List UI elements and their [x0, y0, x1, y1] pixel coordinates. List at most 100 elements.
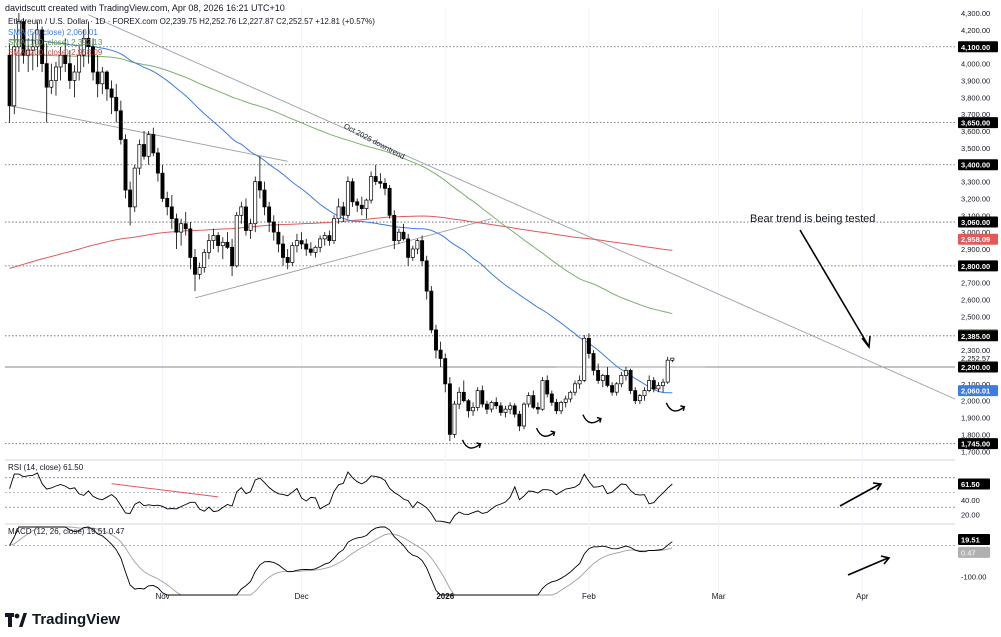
candle-body: [600, 375, 605, 381]
candle-body: [378, 181, 383, 184]
candle-body: [146, 134, 151, 157]
candle: [489, 400, 494, 413]
candle: [30, 33, 35, 71]
price-axis-label: 3,400.00: [961, 161, 990, 170]
candle: [522, 402, 526, 430]
annotation-bear-trend-tested: Bear trend is being tested: [750, 213, 875, 225]
candle-body: [619, 375, 624, 385]
candle: [350, 178, 355, 207]
candle-body: [396, 231, 401, 241]
candle-body: [332, 218, 336, 241]
price-axis-label: 2,300.00: [961, 346, 990, 355]
candle-body: [540, 380, 545, 410]
candle-body: [16, 21, 21, 48]
candle-body: [573, 383, 577, 393]
candle: [401, 223, 406, 241]
candle-body: [211, 235, 216, 241]
candle-body: [151, 134, 156, 154]
price-axis-label: 3,000.00: [961, 228, 990, 237]
candle: [77, 46, 82, 81]
candle-body: [531, 395, 536, 408]
candle: [253, 176, 258, 233]
sma100-legend[interactable]: SMA (100, close) 2,392.13: [8, 38, 103, 47]
candle: [327, 230, 332, 246]
candle: [290, 242, 295, 266]
candle-body: [605, 375, 610, 386]
candle: [642, 387, 647, 401]
candle-body: [304, 243, 309, 250]
candle: [665, 356, 670, 384]
rising-support-line: [194, 218, 492, 299]
candle: [336, 198, 341, 224]
candle-body: [633, 390, 638, 402]
price-axis-label: 4,200.00: [961, 26, 990, 35]
candle: [647, 375, 652, 393]
candle: [508, 402, 513, 415]
candle-body: [77, 54, 82, 73]
candle: [72, 65, 77, 98]
signal-axis-badge: [958, 546, 990, 558]
candle-body: [443, 358, 448, 385]
candle-body: [308, 248, 313, 253]
candle: [559, 400, 564, 415]
candle: [86, 21, 91, 64]
candle: [355, 198, 360, 212]
candle: [656, 382, 661, 393]
annotation-arrow: [799, 229, 869, 346]
candle: [471, 402, 475, 416]
candle-body: [63, 54, 68, 64]
candle-body: [661, 381, 665, 386]
candle-body: [169, 206, 174, 220]
candle: [619, 372, 624, 388]
candle-body: [40, 29, 45, 64]
candle: [369, 171, 374, 204]
candle: [466, 399, 471, 418]
candle: [484, 400, 489, 415]
candle-body: [350, 181, 355, 203]
candle: [109, 80, 114, 115]
candle: [383, 178, 387, 196]
sma50-legend[interactable]: SMA (50, close) 2,060.01: [8, 28, 98, 37]
rsi-axis-badge: [958, 478, 990, 490]
candle: [596, 363, 601, 384]
candle: [670, 357, 675, 363]
candle-body: [248, 223, 253, 231]
price-axis-label: 2,100.00: [961, 380, 990, 389]
macd-arrowhead: [880, 555, 891, 565]
candle: [434, 324, 438, 359]
candle: [392, 210, 397, 250]
tradingview-logo[interactable]: TradingView: [5, 611, 120, 628]
candle-body: [299, 240, 304, 245]
price-axis-badge: [958, 233, 998, 245]
candle-body: [86, 37, 91, 48]
candle-body: [114, 96, 119, 112]
candle-body: [104, 71, 109, 90]
candle-body: [651, 380, 656, 390]
candle: [7, 43, 12, 123]
candle: [225, 232, 230, 250]
candle: [276, 223, 281, 253]
candle: [568, 390, 573, 403]
candle: [123, 134, 128, 199]
sma200-legend[interactable]: SMA (200, close) 2,958.09: [8, 48, 103, 57]
candle: [114, 83, 119, 123]
candle-body: [183, 223, 188, 230]
logo-text: TradingView: [32, 611, 121, 628]
price-axis-label: 4,300.00: [961, 9, 990, 18]
candle: [313, 245, 318, 258]
candle: [49, 63, 54, 94]
x-tick-label: 2026: [436, 592, 454, 601]
candle: [151, 127, 156, 157]
candle-body: [461, 391, 466, 402]
candle: [244, 198, 248, 236]
price-axis-label: 3,650.00: [961, 119, 990, 128]
candle: [498, 402, 503, 416]
candle-body: [318, 238, 323, 248]
candle: [44, 43, 49, 123]
macd-legend: MACD (12, 26, close) 19.51 0.47: [8, 527, 125, 536]
candle: [396, 228, 401, 244]
candle-body: [91, 46, 95, 73]
candle-body: [647, 380, 652, 391]
candle-body: [313, 246, 318, 253]
